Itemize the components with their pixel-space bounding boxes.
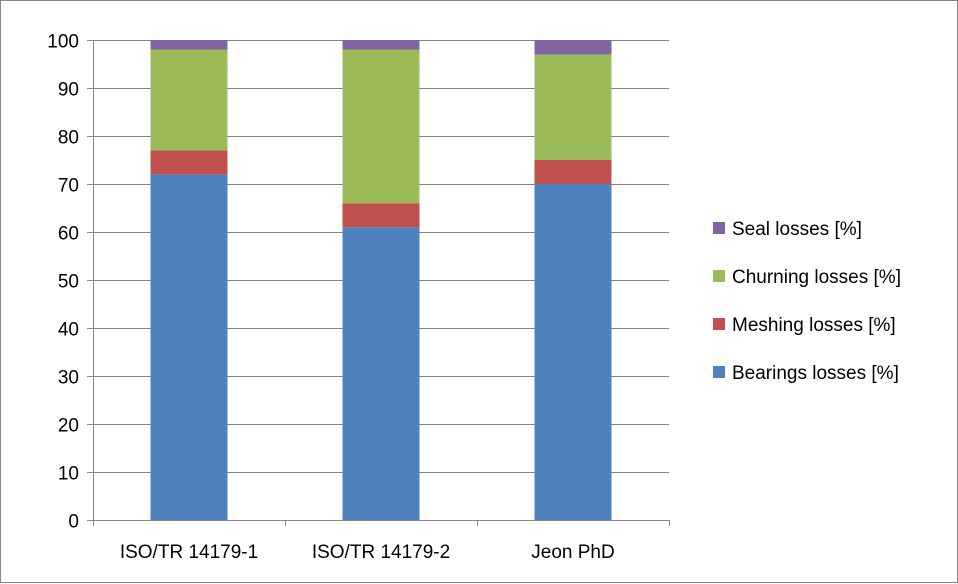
axes	[87, 40, 670, 526]
bar-segment-3-1	[534, 184, 612, 520]
legend-label: Meshing losses [%]	[732, 315, 896, 336]
x-category-label: ISO/TR 14179-1	[120, 542, 258, 563]
y-tick-label: 10	[58, 464, 79, 485]
y-tick-label: 20	[58, 416, 79, 437]
y-tick-label: 0	[68, 512, 79, 533]
y-tick-label: 80	[58, 128, 79, 149]
y-tick-label: 50	[58, 272, 79, 293]
x-category-label: ISO/TR 14179-2	[312, 542, 450, 563]
bar-segment-2-3	[342, 49, 420, 204]
bar-segment-1-2	[150, 150, 228, 175]
y-tick-label: 90	[58, 80, 79, 101]
y-tick-label: 40	[58, 320, 79, 341]
x-axis-category-labels: ISO/TR 14179-1 ISO/TR 14179-2 Jeon PhD	[120, 542, 615, 563]
bars	[150, 40, 612, 520]
legend-swatch-2	[713, 318, 725, 330]
y-axis-tick-labels: 0 10 20 30 40 50 60 70 80 90 100	[47, 32, 79, 533]
legend-label: Bearings losses [%]	[732, 363, 899, 384]
legend-swatch-3	[713, 270, 725, 282]
legend-label: Churning losses [%]	[732, 267, 901, 288]
bar-segment-1-3	[150, 49, 228, 151]
legend-swatch-1	[713, 366, 725, 378]
y-tick-label: 70	[58, 176, 79, 197]
legend-label: Seal losses [%]	[732, 219, 862, 240]
legend-swatch-4	[713, 222, 725, 234]
x-category-label: Jeon PhD	[531, 542, 614, 563]
bar-segment-1-1	[150, 174, 228, 520]
y-tick-label: 100	[47, 32, 79, 53]
bar-segment-2-4	[342, 40, 420, 50]
y-tick-label: 60	[58, 224, 79, 245]
bar-segment-2-2	[342, 203, 420, 228]
bar-segment-2-1	[342, 227, 420, 520]
bar-segment-3-3	[534, 54, 612, 160]
bar-segment-3-4	[534, 40, 612, 55]
bar-segment-1-4	[150, 40, 228, 50]
y-tick-label: 30	[58, 368, 79, 389]
legend: Seal losses [%] Churning losses [%] Meshin…	[713, 219, 901, 384]
bar-segment-3-2	[534, 160, 612, 184]
